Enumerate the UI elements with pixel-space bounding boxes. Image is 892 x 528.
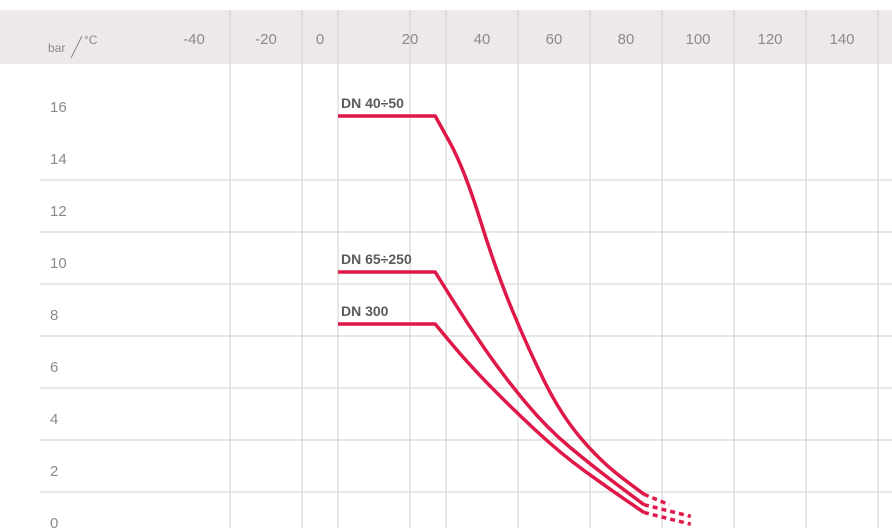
x-tick-label: 100 bbox=[685, 31, 710, 48]
y-tick-label: 16 bbox=[50, 99, 67, 116]
x-unit-label: °C bbox=[84, 33, 98, 47]
series-extension-2 bbox=[643, 503, 692, 519]
x-tick-label: 140 bbox=[829, 31, 854, 48]
y-tick-label: 8 bbox=[50, 307, 58, 324]
series-extension-3 bbox=[643, 510, 692, 526]
series-label-3: DN 300 bbox=[341, 303, 389, 319]
x-tick-label: 20 bbox=[402, 31, 419, 48]
vertical-gridlines bbox=[229, 10, 879, 528]
axis-corner-label: bar °C bbox=[48, 33, 98, 59]
x-tick-label: 120 bbox=[757, 31, 782, 48]
series-line-3 bbox=[338, 322, 645, 514]
y-tick-label: 12 bbox=[50, 203, 67, 220]
y-tick-label: 4 bbox=[50, 411, 58, 428]
x-tick-label: -20 bbox=[255, 31, 277, 48]
x-tick-labels: -40 -20 0 20 40 60 80 100 120 140 bbox=[183, 31, 854, 48]
x-tick-label: 0 bbox=[316, 31, 324, 48]
horizontal-gridlines bbox=[40, 179, 892, 493]
series-layer: DN 40÷50 DN 65÷250 DN 300 bbox=[338, 95, 692, 526]
y-tick-labels: 16 14 12 10 8 6 4 2 0 bbox=[50, 99, 67, 528]
x-tick-label: 80 bbox=[618, 31, 635, 48]
series-line-1 bbox=[338, 114, 646, 496]
y-tick-label: 6 bbox=[50, 359, 58, 376]
series-line-2 bbox=[338, 270, 646, 507]
series-label-1: DN 40÷50 bbox=[341, 95, 404, 111]
series-extension-1 bbox=[643, 492, 670, 507]
x-tick-label: 60 bbox=[546, 31, 563, 48]
y-unit-label: bar bbox=[48, 41, 65, 55]
y-tick-label: 0 bbox=[50, 515, 58, 528]
y-tick-label: 10 bbox=[50, 255, 67, 272]
y-tick-label: 2 bbox=[50, 463, 58, 480]
x-tick-label: -40 bbox=[183, 31, 205, 48]
x-tick-label: 40 bbox=[474, 31, 491, 48]
y-tick-label: 14 bbox=[50, 151, 67, 168]
series-label-2: DN 65÷250 bbox=[341, 251, 412, 267]
corner-slash bbox=[70, 35, 83, 59]
